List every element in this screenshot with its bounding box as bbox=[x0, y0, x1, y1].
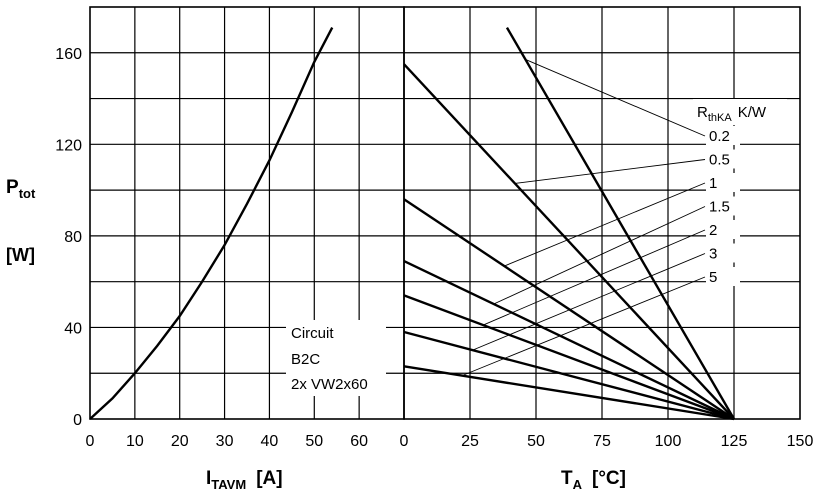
legend-label-mask bbox=[706, 149, 740, 169]
grid-layer bbox=[90, 7, 800, 419]
x-tick-label-left: 50 bbox=[305, 433, 323, 450]
circuit-annotation-line-1: Circuit bbox=[291, 325, 334, 342]
rthka-line bbox=[403, 259, 735, 421]
x-tick-label-right: 0 bbox=[400, 433, 409, 450]
x-tick-label-left: 20 bbox=[171, 433, 189, 450]
right-plot-frame bbox=[403, 6, 801, 420]
x-axis-label-right: TA [°C] bbox=[561, 468, 626, 492]
x-axis-label-left: ITAVM [A] bbox=[206, 468, 283, 492]
legend-label: 2 bbox=[709, 222, 717, 239]
legend-leader bbox=[483, 229, 706, 326]
legend-label-mask bbox=[706, 267, 740, 286]
legend-label-mask bbox=[706, 243, 740, 263]
legend-label-mask bbox=[706, 173, 740, 192]
legend-label: 0.2 bbox=[709, 128, 730, 145]
y-tick-label: 160 bbox=[55, 46, 82, 63]
y-tick-label: 120 bbox=[55, 137, 82, 154]
legend-label: 0.5 bbox=[709, 152, 730, 169]
circuit-annotation-line-3: 2x VW2x60 bbox=[291, 376, 368, 393]
y-axis-unit: [W] bbox=[6, 245, 35, 265]
legend-title: RthKA K/W bbox=[697, 104, 767, 124]
legend-leader bbox=[525, 59, 706, 137]
legend-label: 1.5 bbox=[709, 199, 730, 216]
x-tick-label-left: 60 bbox=[350, 433, 368, 450]
rthka-line bbox=[403, 198, 735, 420]
annotation-mask bbox=[286, 320, 386, 396]
legend-leader bbox=[504, 182, 706, 267]
series-layer bbox=[89, 26, 736, 421]
x-tick-label-right: 150 bbox=[787, 433, 814, 450]
legend-label-mask bbox=[706, 126, 740, 145]
rthka-line bbox=[403, 330, 735, 421]
legend-label-mask bbox=[706, 220, 740, 239]
x-tick-label-right: 75 bbox=[593, 433, 611, 450]
legend-leader-lines bbox=[461, 59, 706, 377]
rthka-line bbox=[403, 365, 735, 421]
rthka-line bbox=[505, 26, 736, 420]
legend-leader bbox=[514, 159, 706, 184]
x-tick-label-right: 50 bbox=[527, 433, 545, 450]
x-tick-label-right: 25 bbox=[461, 433, 479, 450]
legend-label: 5 bbox=[709, 269, 717, 286]
rthka-line bbox=[403, 294, 735, 421]
y-tick-label: 0 bbox=[73, 412, 82, 429]
circuit-annotation-line-2: B2C bbox=[291, 351, 320, 368]
legend-title-mask bbox=[693, 99, 787, 125]
x-tick-label-left: 40 bbox=[261, 433, 279, 450]
y-tick-label: 40 bbox=[64, 320, 82, 337]
label-masks bbox=[286, 99, 787, 396]
x-tick-label-right: 125 bbox=[721, 433, 748, 450]
rthka-line bbox=[403, 63, 735, 420]
legend-leader bbox=[493, 206, 706, 305]
x-tick-label-left: 10 bbox=[126, 433, 144, 450]
power-vs-current-curve bbox=[89, 27, 334, 420]
legend-label: 1 bbox=[709, 175, 717, 192]
x-tick-label-left: 0 bbox=[86, 433, 95, 450]
legend-label: 3 bbox=[709, 246, 717, 263]
y-axis-label: Ptot bbox=[6, 177, 36, 201]
x-tick-label-left: 30 bbox=[216, 433, 234, 450]
y-tick-label: 80 bbox=[64, 229, 82, 246]
legend-leader bbox=[472, 253, 706, 351]
plot-frames bbox=[89, 6, 801, 420]
legend-label-mask bbox=[706, 196, 740, 216]
x-tick-label-right: 100 bbox=[655, 433, 682, 450]
